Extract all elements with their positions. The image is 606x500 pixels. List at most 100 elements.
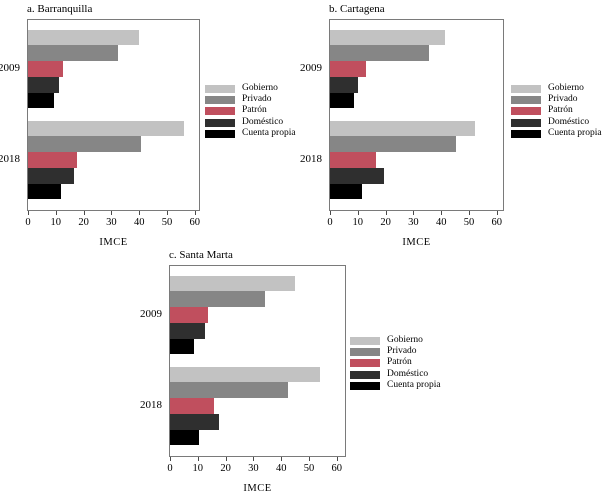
legend-swatch-cuenta-propia — [350, 381, 380, 390]
x-tick-label-60: 60 — [331, 463, 343, 474]
chart-title-barranquilla: a. Barranquilla — [27, 3, 93, 15]
bar-barranquilla-2009-cuenta-propia — [28, 92, 55, 109]
legend-label-cuenta-propia: Cuenta propia — [387, 379, 441, 390]
x-tick-mark-10 — [55, 211, 57, 215]
x-tick-label-30: 30 — [248, 463, 259, 474]
legend-row-cuenta-propia: Cuenta propia — [350, 379, 470, 392]
legend-swatch-doméstico — [205, 118, 235, 127]
bar-barranquilla-2018-gobierno — [28, 120, 184, 137]
x-tick-label-50: 50 — [303, 463, 315, 474]
bar-cartagena-2018-doméstico — [330, 167, 385, 184]
chart-title-santa-marta: c. Santa Marta — [169, 249, 233, 261]
year-label-2009: 2009 — [140, 308, 162, 320]
bar-cartagena-2018-patrón — [330, 152, 376, 168]
x-tick-mark-10 — [357, 211, 359, 215]
x-tick-label-10: 10 — [192, 463, 204, 474]
x-tick-mark-20 — [385, 211, 387, 215]
x-tick-mark-10 — [197, 457, 199, 461]
bar-barranquilla-2009-privado — [28, 45, 119, 62]
legend-swatch-privado — [511, 96, 541, 105]
legend-label-privado: Privado — [387, 346, 417, 357]
x-tick-mark-30 — [111, 211, 113, 215]
legend-swatch-gobierno — [511, 85, 541, 93]
legend-label-patrón: Patrón — [242, 105, 267, 116]
x-tick-label-20: 20 — [220, 463, 231, 474]
bar-santa-marta-2009-privado — [170, 291, 265, 308]
bar-barranquilla-2009-gobierno — [28, 29, 140, 46]
x-axis-label-barranquilla: IMCE — [99, 237, 128, 248]
x-tick-label-50: 50 — [463, 217, 475, 228]
legend-row-patrón: Patrón — [511, 105, 606, 117]
bar-cartagena-2018-gobierno — [330, 120, 475, 137]
x-tick-label-50: 50 — [161, 217, 173, 228]
legend-label-doméstico: Doméstico — [387, 368, 429, 379]
legend-swatch-privado — [350, 348, 380, 357]
x-tick-mark-40 — [281, 457, 283, 461]
bar-santa-marta-2009-cuenta-propia — [170, 338, 194, 355]
bar-barranquilla-2018-doméstico — [28, 167, 74, 184]
x-tick-label-20: 20 — [78, 217, 89, 228]
year-label-2018: 2018 — [140, 399, 162, 411]
bar-santa-marta-2009-patrón — [170, 307, 208, 323]
legend-swatch-patrón — [511, 107, 541, 116]
x-axis-label-santa-marta: IMCE — [243, 483, 272, 494]
legend-row-privado: Privado — [350, 346, 470, 358]
bar-cartagena-2009-doméstico — [330, 76, 358, 93]
bar-santa-marta-2018-privado — [170, 382, 289, 399]
legend-label-gobierno: Gobierno — [242, 83, 278, 93]
legend-row-privado: Privado — [511, 94, 606, 106]
x-tick-label-30: 30 — [106, 217, 117, 228]
x-tick-mark-0 — [330, 211, 331, 215]
legend-label-patrón: Patrón — [387, 357, 412, 368]
legend-label-gobierno: Gobierno — [548, 83, 584, 93]
x-tick-mark-60 — [336, 457, 338, 461]
bar-barranquilla-2018-cuenta-propia — [28, 183, 62, 200]
x-tick-mark-20 — [83, 211, 85, 215]
x-tick-label-30: 30 — [408, 217, 419, 228]
x-axis-label-cartagena: IMCE — [402, 237, 431, 248]
bar-cartagena-2018-privado — [330, 136, 457, 153]
x-tick-label-40: 40 — [275, 463, 287, 474]
x-tick-label-40: 40 — [435, 217, 447, 228]
x-tick-label-60: 60 — [189, 217, 201, 228]
x-tick-mark-50 — [309, 457, 310, 461]
bar-barranquilla-2018-patrón — [28, 152, 77, 168]
x-tick-mark-30 — [413, 211, 415, 215]
bar-santa-marta-2018-patrón — [170, 398, 215, 414]
x-tick-mark-60 — [194, 211, 196, 215]
legend-swatch-patrón — [350, 359, 380, 368]
x-tick-label-0: 0 — [25, 217, 31, 228]
x-tick-label-60: 60 — [491, 217, 503, 228]
bar-santa-marta-2018-gobierno — [170, 366, 321, 383]
x-tick-mark-40 — [139, 211, 141, 215]
year-label-2018: 2018 — [0, 153, 20, 165]
x-tick-mark-60 — [496, 211, 498, 215]
x-tick-label-0: 0 — [167, 463, 173, 474]
year-label-2009: 2009 — [0, 62, 20, 74]
legend-label-patrón: Patrón — [548, 105, 573, 116]
x-tick-label-10: 10 — [352, 217, 364, 228]
legend-label-cuenta-propia: Cuenta propia — [548, 127, 602, 138]
bar-cartagena-2009-patrón — [330, 61, 367, 77]
bar-cartagena-2009-cuenta-propia — [330, 92, 354, 109]
bar-cartagena-2009-gobierno — [330, 29, 446, 46]
year-label-2009: 2009 — [300, 62, 322, 74]
bar-santa-marta-2018-cuenta-propia — [170, 429, 200, 446]
x-tick-mark-50 — [167, 211, 168, 215]
bar-santa-marta-2018-doméstico — [170, 413, 219, 430]
bar-barranquilla-2009-doméstico — [28, 76, 59, 93]
bar-cartagena-2018-cuenta-propia — [330, 183, 362, 200]
legend-swatch-cuenta-propia — [205, 129, 235, 138]
legend-swatch-gobierno — [350, 337, 380, 345]
x-tick-mark-30 — [253, 457, 255, 461]
bar-santa-marta-2009-gobierno — [170, 275, 296, 292]
x-tick-mark-20 — [225, 457, 227, 461]
legend-row-gobierno: Gobierno — [511, 83, 606, 95]
legend-row-gobierno: Gobierno — [350, 335, 470, 347]
legend-swatch-privado — [205, 96, 235, 105]
legend-row-privado: Privado — [205, 94, 325, 106]
legend-row-patrón: Patrón — [350, 357, 470, 369]
legend-label-doméstico: Doméstico — [242, 116, 284, 127]
legend-row-gobierno: Gobierno — [205, 83, 325, 95]
